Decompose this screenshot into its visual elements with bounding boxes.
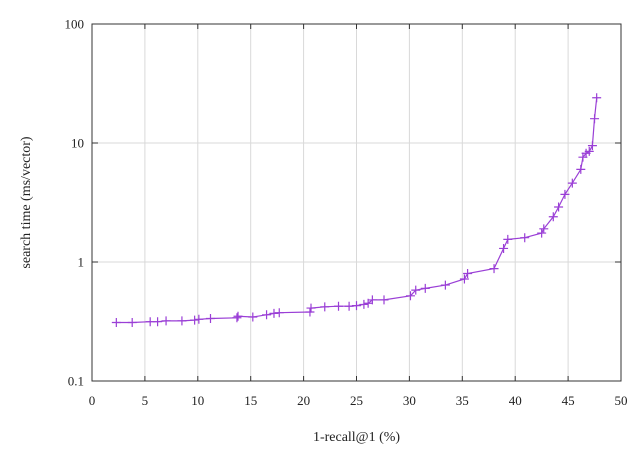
x-tick-label: 0 <box>89 393 96 408</box>
x-tick-label: 50 <box>615 393 628 408</box>
x-tick-label: 40 <box>509 393 522 408</box>
data-point-marker <box>269 308 279 318</box>
data-point-marker <box>463 269 473 279</box>
data-point-marker <box>344 301 354 311</box>
x-tick-label: 5 <box>142 393 149 408</box>
data-point-marker <box>334 301 344 311</box>
data-point-marker <box>262 310 272 320</box>
data-point-marker <box>205 314 215 324</box>
data-point-marker <box>274 308 284 318</box>
x-tick-label: 25 <box>350 393 363 408</box>
x-tick-label: 10 <box>191 393 204 408</box>
tick-labels: 0 5 10 15 20 25 30 35 40 45 50 0.1 1 10 100 <box>65 17 628 409</box>
data-point-marker <box>499 243 509 253</box>
data-point-marker <box>190 315 200 325</box>
data-point-marker <box>127 318 137 328</box>
y-tick-label: 10 <box>71 136 84 151</box>
data-point-marker <box>233 311 243 321</box>
data-point-marker <box>359 299 369 309</box>
data-point-marker <box>320 302 330 312</box>
data-point-marker <box>576 164 586 174</box>
data-point-marker <box>411 285 421 295</box>
data-point-marker <box>584 146 594 156</box>
data-point-marker <box>590 114 600 124</box>
y-axis-label: search time (ms/vector) <box>19 136 34 269</box>
data-point-marker <box>367 295 377 305</box>
data-point-marker <box>379 295 389 305</box>
y-tick-label: 1 <box>78 255 85 270</box>
data-point-marker <box>111 318 121 328</box>
data-point-marker <box>567 178 577 188</box>
data-point-marker <box>537 228 547 238</box>
x-tick-label: 35 <box>456 393 469 408</box>
y-tick-label: 100 <box>65 17 85 32</box>
axis-ticks <box>91 23 622 382</box>
data-point-marker <box>520 233 530 243</box>
data-point-marker <box>161 316 171 326</box>
data-point-marker <box>440 280 450 290</box>
x-tick-label: 20 <box>297 393 310 408</box>
data-point-marker <box>153 317 163 327</box>
x-tick-label: 30 <box>403 393 416 408</box>
data-point-marker <box>248 312 258 322</box>
data-point-marker <box>548 212 558 222</box>
data-point-marker <box>503 234 513 244</box>
data-point-marker <box>489 264 499 274</box>
grid <box>92 24 621 381</box>
y-tick-label: 0.1 <box>68 374 84 389</box>
data-point-marker <box>352 301 361 311</box>
series-group <box>111 93 602 328</box>
data-point-marker <box>305 307 315 317</box>
x-tick-label: 45 <box>562 393 575 408</box>
data-point-marker <box>592 93 602 103</box>
data-point-marker <box>459 274 469 284</box>
data-point-marker <box>194 314 204 324</box>
data-point-marker <box>177 316 187 326</box>
data-point-marker <box>554 202 564 212</box>
data-point-marker <box>539 224 549 234</box>
data-point-marker <box>420 283 430 293</box>
x-tick-label: 15 <box>244 393 257 408</box>
data-point-marker <box>232 313 242 323</box>
data-point-marker <box>587 141 597 151</box>
x-axis-label: 1-recall@1 (%) <box>313 430 400 445</box>
data-point-marker <box>306 303 316 313</box>
data-point-marker <box>560 189 570 199</box>
data-point-marker <box>405 291 415 301</box>
